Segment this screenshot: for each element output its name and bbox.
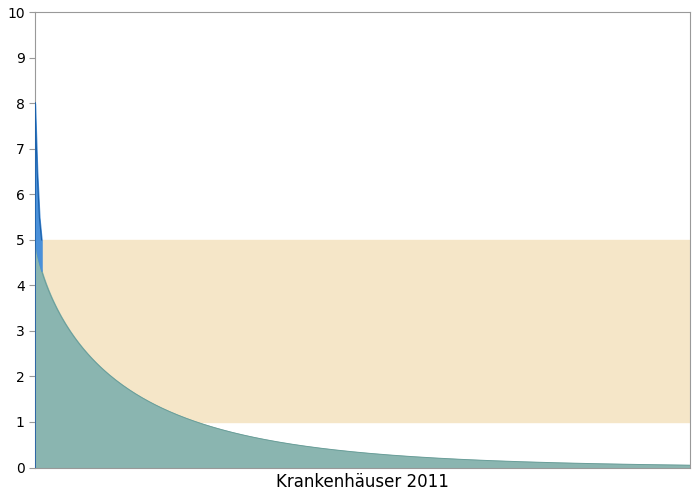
X-axis label: Krankenhäuser 2011: Krankenhäuser 2011 (276, 473, 449, 491)
Bar (35, 240, 690, 422)
